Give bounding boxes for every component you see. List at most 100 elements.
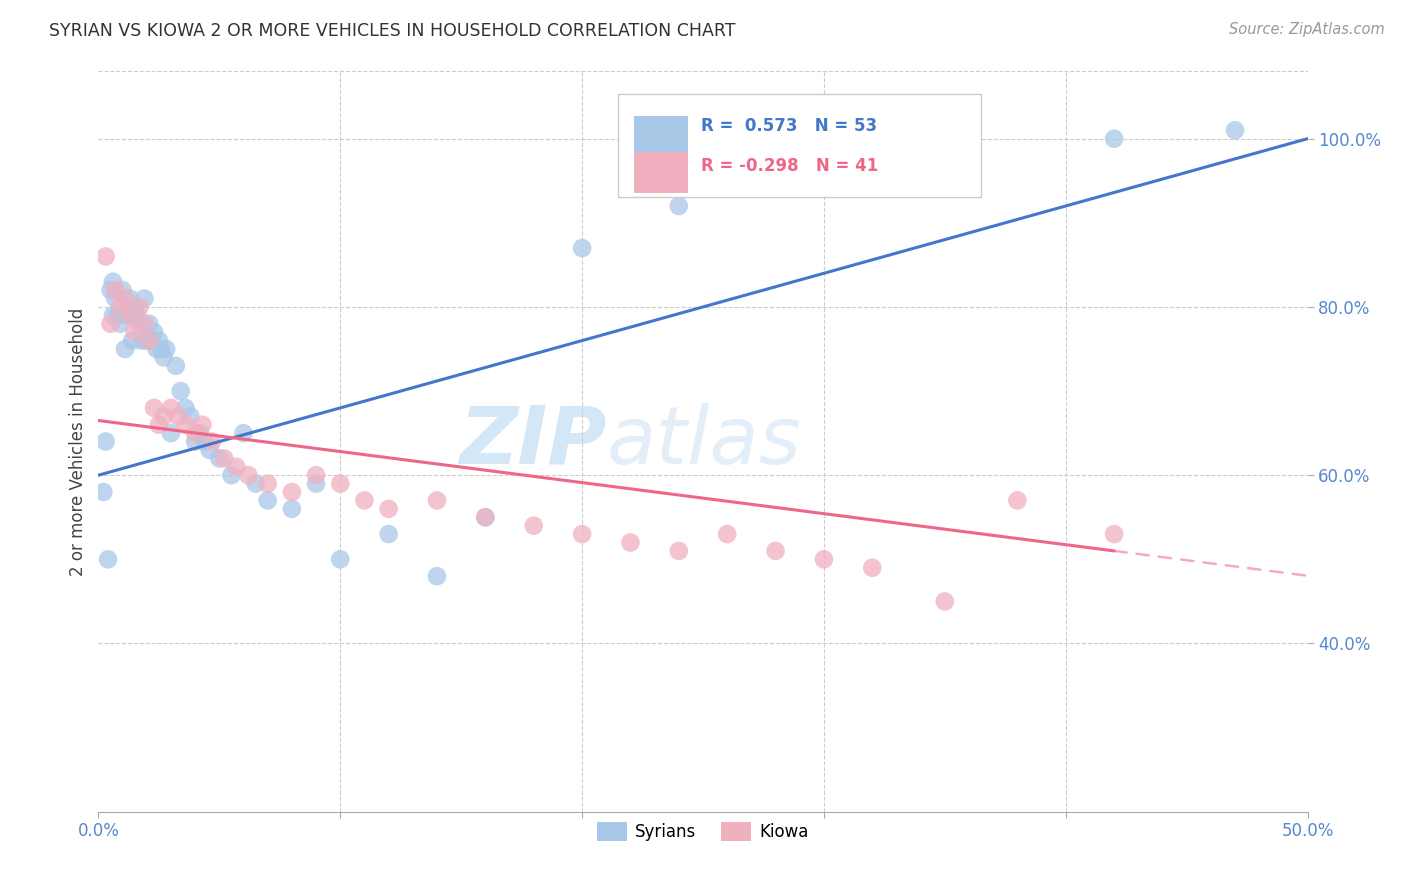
Point [329,476,352,491]
Point [127,309,149,323]
Text: R =  0.573   N = 53: R = 0.573 N = 53 [700,117,877,136]
Point [194,434,217,449]
Point [1102,527,1125,541]
Point [188,426,211,441]
Point [934,594,956,608]
Point [128,317,150,331]
Point [152,351,174,365]
Point [152,409,174,424]
Point [860,157,883,171]
Point [101,275,124,289]
Point [245,476,267,491]
Point [474,510,496,524]
Point [716,527,738,541]
Point [121,334,143,348]
Point [124,325,146,339]
Point [155,342,177,356]
Point [108,300,131,314]
Point [305,476,328,491]
Text: R = -0.298   N = 41: R = -0.298 N = 41 [700,156,877,175]
Point [281,485,304,500]
Point [474,510,496,524]
Point [111,283,134,297]
Point [138,317,160,331]
Point [765,544,787,558]
Point [191,417,214,432]
Point [160,401,183,415]
Point [128,300,150,314]
Point [114,292,136,306]
Point [523,518,546,533]
Point [124,300,146,314]
Point [138,334,160,348]
Point [1223,123,1246,137]
Point [141,334,163,348]
Point [118,292,141,306]
Point [256,476,278,491]
Point [134,317,156,331]
Point [97,552,120,566]
Point [221,468,243,483]
Point [104,283,127,297]
Point [201,434,224,449]
Point [571,527,593,541]
Point [353,493,375,508]
Point [668,199,690,213]
Text: atlas: atlas [606,402,801,481]
Point [174,401,197,415]
Point [238,468,260,483]
Point [377,527,399,541]
Point [184,426,207,441]
Legend: Syrians, Kiowa: Syrians, Kiowa [591,815,815,847]
Point [179,409,201,424]
Point [329,552,352,566]
Point [114,342,136,356]
Point [668,544,690,558]
Point [377,501,399,516]
Point [208,451,231,466]
Point [148,417,170,432]
Point [145,342,167,356]
Point [167,409,190,424]
Point [165,359,187,373]
Point [426,569,449,583]
Point [91,485,114,500]
Text: SYRIAN VS KIOWA 2 OR MORE VEHICLES IN HOUSEHOLD CORRELATION CHART: SYRIAN VS KIOWA 2 OR MORE VEHICLES IN HO… [49,22,735,40]
Point [107,309,129,323]
Point [94,250,117,264]
Point [426,493,449,508]
Point [571,241,593,255]
Point [256,493,278,508]
Point [169,384,191,398]
Point [150,342,173,356]
Point [619,535,641,549]
Text: Source: ZipAtlas.com: Source: ZipAtlas.com [1229,22,1385,37]
Point [100,317,122,331]
Point [104,292,127,306]
FancyBboxPatch shape [619,94,981,197]
Point [281,501,304,516]
Point [198,442,221,457]
Point [134,292,156,306]
Text: ZIP: ZIP [458,402,606,481]
Point [174,417,197,432]
FancyBboxPatch shape [634,116,689,156]
Point [100,283,122,297]
Point [1007,493,1029,508]
Point [232,426,254,441]
Point [108,317,131,331]
Point [148,334,170,348]
Point [94,434,117,449]
Point [160,426,183,441]
Point [184,434,207,449]
Point [860,560,883,574]
FancyBboxPatch shape [634,152,689,193]
Y-axis label: 2 or more Vehicles in Household: 2 or more Vehicles in Household [69,308,87,575]
Point [118,309,141,323]
Point [135,334,157,348]
Point [143,401,166,415]
Point [212,451,235,466]
Point [305,468,328,483]
Point [131,334,153,348]
Point [101,309,124,323]
